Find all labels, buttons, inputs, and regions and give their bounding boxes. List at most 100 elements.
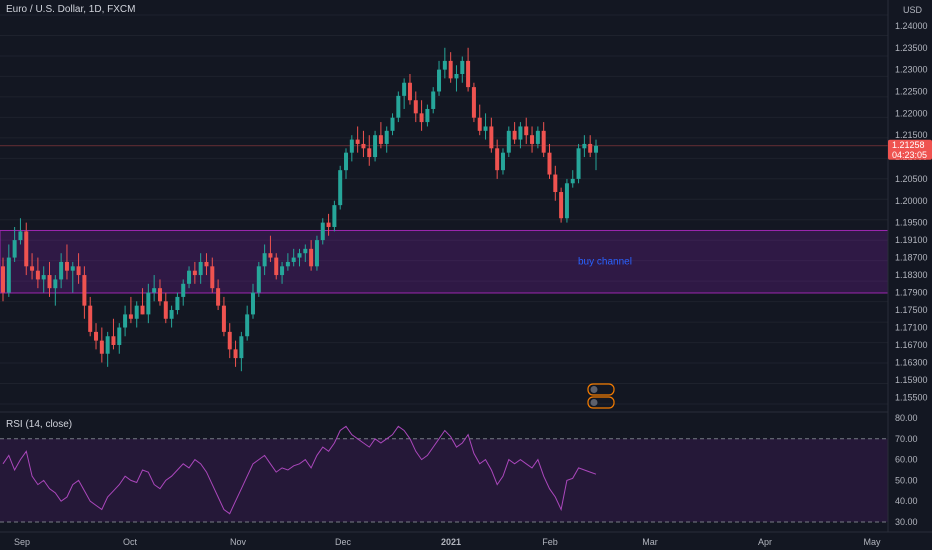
candle (483, 126, 488, 131)
candle (128, 314, 133, 319)
candle (70, 266, 75, 271)
candle (332, 205, 337, 227)
candle (500, 152, 505, 171)
candle (99, 340, 104, 354)
candle (111, 336, 116, 345)
candle (245, 314, 250, 337)
countdown-value: 04:23:05 (892, 150, 927, 160)
candle (326, 222, 331, 227)
candle (594, 145, 598, 153)
candle (541, 130, 546, 153)
time-tick-label: Oct (123, 537, 138, 547)
candle (18, 231, 23, 241)
candle (152, 288, 157, 293)
candle (204, 261, 209, 267)
candle (181, 283, 186, 297)
candle (437, 69, 442, 92)
candle (460, 60, 465, 75)
candle (320, 222, 325, 241)
time-tick-label: 2021 (441, 537, 461, 547)
price-tick-label: 1.22000 (895, 108, 928, 118)
flag-icon (590, 386, 598, 393)
candle (535, 130, 540, 144)
candle (425, 108, 430, 123)
rsi-tick-label: 80.00 (895, 413, 918, 423)
candle (506, 130, 511, 153)
candle (466, 60, 471, 88)
event-icons[interactable] (587, 383, 615, 409)
candle (471, 87, 476, 118)
candle (477, 117, 482, 131)
event-icon (587, 396, 615, 409)
rsi-tick-label: 70.00 (895, 434, 918, 444)
price-tick-label: 1.22500 (895, 86, 928, 96)
candle (146, 292, 151, 315)
price-tick-label: 1.15500 (895, 392, 928, 402)
time-tick-label: Feb (542, 537, 558, 547)
candle (30, 266, 35, 271)
candle (518, 126, 523, 140)
candle (12, 240, 17, 258)
candle (221, 305, 226, 332)
time-tick-label: Apr (758, 537, 772, 547)
price-tick-label: 1.18300 (895, 270, 928, 280)
candle (140, 305, 145, 315)
price-tick-label: 1.23500 (895, 43, 928, 53)
candle (163, 301, 168, 319)
candle (233, 349, 238, 359)
candle (198, 261, 203, 276)
rsi-tick-label: 30.00 (895, 517, 918, 527)
price-tick-label: 1.24000 (895, 21, 928, 31)
candle (390, 117, 395, 131)
candle (431, 91, 436, 109)
candle (570, 178, 575, 184)
rsi-axis: 80.00 70.00 60.00 50.00 40.00 30.00 (895, 413, 918, 527)
price-tick-label: 1.21500 (895, 130, 928, 140)
candle (59, 261, 64, 280)
candle (291, 257, 296, 262)
candle (6, 257, 11, 293)
price-axis: 1.24000 1.23500 1.23000 1.22500 1.22000 1.215… (887, 0, 928, 532)
rsi-tick-label: 40.00 (895, 496, 918, 506)
candle (553, 174, 558, 193)
candle (547, 152, 552, 175)
candle (53, 279, 58, 289)
candle (35, 270, 40, 280)
price-tick-label: 1.17500 (895, 305, 928, 315)
price-tick-label: 1.19100 (895, 235, 928, 245)
candle (495, 148, 500, 171)
candle (1, 266, 5, 293)
time-tick-label: Mar (642, 537, 658, 547)
buy-channel-zone (0, 229, 889, 294)
price-tick-label: 1.20500 (895, 174, 928, 184)
buy-channel-label: buy channel (578, 257, 632, 268)
price-tick-label: 1.17100 (895, 323, 928, 333)
candle (239, 336, 244, 359)
candle (157, 288, 162, 302)
candle (169, 310, 174, 319)
current-price-value: 1.21258 (892, 140, 925, 150)
price-tick-label: 1.17900 (895, 288, 928, 298)
candle (407, 82, 412, 101)
candle (512, 130, 517, 140)
rsi-line (2, 425, 597, 515)
grid (0, 14, 888, 405)
candle (367, 148, 372, 158)
candle (285, 261, 290, 267)
candle (454, 74, 459, 79)
candle (402, 82, 407, 96)
candle (82, 275, 87, 306)
candle (448, 60, 453, 79)
candle (297, 253, 302, 258)
rsi-title: RSI (14, close) (6, 419, 73, 430)
rsi-tick-label: 60.00 (895, 455, 918, 465)
candle (355, 139, 360, 144)
rsi-tick-label: 50.00 (895, 475, 918, 485)
event-icon (587, 383, 615, 396)
candle (373, 135, 378, 158)
price-tick-label: 1.16700 (895, 340, 928, 350)
candle (24, 231, 29, 267)
candle (303, 248, 308, 254)
candle (175, 296, 180, 311)
